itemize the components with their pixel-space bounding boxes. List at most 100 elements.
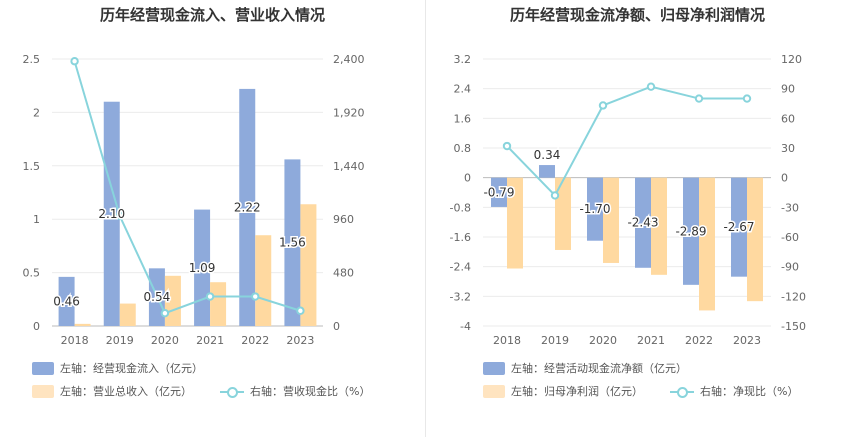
chart-panel-left: 历年经营现金流入、营业收入情况 0 0.5 1 1.5 2 2.5 0 480 960 1,440… (23, 6, 371, 400)
left-axis-tick-label: 0 (33, 320, 40, 333)
right-axis-tick-label: 1,440 (333, 160, 365, 173)
bar-data-label: 0.54 (144, 290, 171, 304)
ratio-point (296, 306, 305, 315)
chart-title-right: 历年经营现金流净额、归母净利润情况 (509, 6, 765, 24)
legend-label-cash-ratio: 右轴：营收现金比（%） (250, 385, 371, 398)
legend-item-inflow[interactable]: 左轴：经营现金流入（亿元） (32, 359, 203, 377)
left-axis-tick-label: 0 (464, 172, 471, 185)
x-axis-tick-label: 2022 (241, 334, 269, 345)
legend-item-net-profit[interactable]: 左轴：归母净利润（亿元） (483, 382, 643, 400)
ratio-point (550, 191, 560, 200)
left-axis-tick-label: 1.5 (23, 160, 41, 173)
legend-item-net-cashflow[interactable]: 左轴：经营活动现金流净额（亿元） (483, 359, 687, 377)
legend-swatch-net-cashflow (483, 361, 505, 375)
bar-data-label: 2.10 (98, 207, 125, 221)
legend-item-net-cash-ratio[interactable]: 右轴：净现比（%） (670, 382, 798, 400)
x-axis-tick-label: 2019 (541, 334, 569, 345)
bar-series-2 (507, 177, 523, 269)
legend-item-revenue[interactable]: 左轴：营业总收入（亿元） (32, 382, 192, 400)
ratio-line (73, 60, 301, 315)
legend-label-net-profit: 左轴：归母净利润（亿元） (511, 385, 643, 398)
chart-title-left: 历年经营现金流入、营业收入情况 (99, 6, 325, 24)
bar-series-1 (103, 101, 120, 326)
x-axis-tick-label: 2023 (286, 334, 314, 345)
bar-series-1 (58, 276, 75, 326)
bar-data-label: -2.67 (723, 220, 754, 234)
panel-divider (425, 0, 426, 437)
bar-data-label: -2.43 (627, 216, 658, 230)
ratio-point (502, 141, 512, 151)
ratio-point (646, 82, 656, 91)
ratio-line (506, 85, 747, 198)
x-axis-tick-label: 2018 (493, 334, 521, 345)
bar-series-2 (210, 282, 227, 326)
bar-data-label: -2.89 (675, 224, 706, 238)
bar-series-2 (119, 303, 136, 326)
bar-series-1 (683, 177, 699, 285)
left-axis-tick-label: 3.2 (454, 53, 472, 66)
x-axis-tick-label: 2019 (106, 334, 134, 345)
ratio-point (598, 101, 608, 110)
chart-plot-right: -4 -3.2 -2.4 -1.6 -0.8 0 0.8 1.6 2.4 3.2 -150 -120 -… (450, 53, 806, 345)
bar-series-2 (651, 177, 667, 275)
bar-series-2 (747, 177, 763, 302)
left-axis-tick-label: -2.4 (450, 261, 471, 274)
bar-data-label: -0.79 (483, 185, 514, 199)
ratio-point (160, 309, 170, 318)
legend-swatch-net-cash-ratio (670, 385, 694, 398)
right-axis-tick-label: -90 (781, 261, 799, 274)
chart-panel-right: 历年经营现金流净额、归母净利润情况 -4 -3.2 -2.4 -1.6 -0.8 0 0.8… (425, 0, 850, 437)
right-axis-tick-label: 30 (781, 142, 795, 155)
chart-plot-left: 0 0.5 1 1.5 2 2.5 0 480 960 1,440 1,920 2,400 2018 20… (23, 53, 365, 345)
bar-data-label: -1.70 (579, 202, 610, 216)
ratio-point (694, 94, 704, 103)
bar-data-label: 0.34 (534, 148, 561, 162)
right-axis-tick-label: 0 (781, 172, 788, 185)
legend-label-revenue: 左轴：营业总收入（亿元） (60, 385, 192, 398)
ratio-point (742, 94, 752, 103)
x-axis-tick-label: 2022 (685, 334, 713, 345)
ratio-point (70, 57, 79, 66)
legend-label-net-cashflow: 左轴：经营活动现金流净额（亿元） (511, 362, 687, 375)
x-axis-tick-label: 2020 (589, 334, 617, 345)
left-axis-tick-label: 2.4 (454, 83, 472, 96)
left-axis-tick-label: -0.8 (450, 201, 471, 214)
right-axis-tick-label: 1,920 (333, 106, 365, 119)
left-axis-tick-label: -4 (460, 320, 471, 333)
right-axis-tick-label: 960 (333, 213, 354, 226)
bar-series-2 (74, 323, 91, 326)
right-axis-tick-label: 120 (781, 53, 802, 66)
bar-series-2 (699, 177, 715, 311)
x-axis-tick-label: 2021 (196, 334, 224, 345)
right-axis-tick-label: -150 (781, 320, 806, 333)
left-axis-tick-label: 2 (33, 106, 40, 119)
ratio-point (205, 292, 215, 301)
bar-series-1 (587, 177, 603, 241)
x-axis-tick-label: 2020 (151, 334, 179, 345)
left-axis-tick-label: -3.2 (450, 290, 471, 303)
bar-series-2 (555, 177, 571, 250)
bar-series-1 (491, 177, 507, 207)
legend-swatch-net-profit (483, 384, 505, 398)
legend-label-inflow: 左轴：经营现金流入（亿元） (60, 362, 203, 375)
legend-swatch-revenue (32, 384, 54, 398)
left-axis-tick-label: 0.5 (23, 267, 41, 280)
right-axis-tick-label: 2,400 (333, 53, 365, 66)
bar-data-label: 1.56 (279, 236, 306, 250)
right-axis-tick-label: 90 (781, 83, 795, 96)
bar-series-2 (255, 235, 272, 326)
bar-series-2 (300, 204, 317, 326)
legend-item-cash-ratio[interactable]: 右轴：营收现金比（%） (220, 382, 370, 400)
bar-data-label: 0.46 (53, 294, 80, 308)
left-axis-tick-label: 1 (33, 213, 40, 226)
bar-series-1 (635, 177, 651, 268)
right-axis-tick-label: 0 (333, 320, 340, 333)
left-axis-tick-label: 1.6 (454, 112, 472, 125)
bar-series-2 (603, 177, 619, 263)
right-axis-tick-label: -30 (781, 201, 799, 214)
ratio-point (251, 292, 260, 301)
x-axis-tick-label: 2021 (637, 334, 665, 345)
bar-series-1 (731, 177, 747, 277)
left-axis-tick-label: 0.8 (454, 142, 472, 155)
bar-series-1 (284, 159, 301, 326)
